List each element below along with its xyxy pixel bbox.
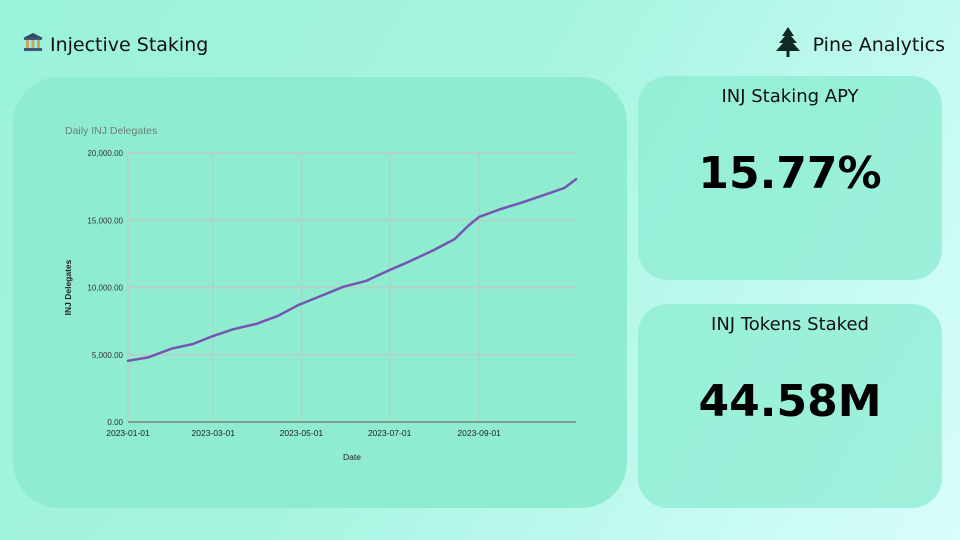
y-tick-label: 10,000.00 bbox=[87, 284, 123, 293]
staked-card: INJ Tokens Staked 44.58M bbox=[638, 304, 942, 508]
chart-card bbox=[13, 77, 627, 508]
staked-value: 44.58M bbox=[698, 376, 882, 427]
series-line bbox=[126, 177, 578, 363]
chart-title: Daily INJ Delegates bbox=[65, 125, 157, 137]
brand-header: Pine Analytics bbox=[773, 26, 945, 63]
bank-icon bbox=[22, 31, 44, 58]
apy-card: INJ Staking APY 15.77% bbox=[638, 76, 942, 280]
y-axis-label: INJ Delegates bbox=[63, 259, 73, 315]
y-tick-label: 20,000.00 bbox=[87, 149, 123, 158]
app-header: Injective Staking bbox=[22, 31, 208, 58]
apy-value: 15.77% bbox=[698, 148, 882, 199]
pine-tree-icon bbox=[773, 26, 803, 63]
x-tick-label: 2023-03-01 bbox=[192, 428, 236, 438]
apy-label: INJ Staking APY bbox=[721, 86, 859, 107]
x-axis-label: Date bbox=[343, 452, 361, 462]
staked-label: INJ Tokens Staked bbox=[711, 314, 869, 335]
page-title: Injective Staking bbox=[50, 33, 209, 56]
x-tick-label: 2023-09-01 bbox=[457, 428, 501, 438]
x-tick-label: 2023-05-01 bbox=[280, 428, 324, 438]
y-tick-label: 0.00 bbox=[107, 418, 123, 427]
delegates-chart: 0.00 5,000.00 10,000.00 15,000.00 20,000.00 2… bbox=[63, 125, 578, 462]
x-tick-label: 2023-01-01 bbox=[106, 428, 150, 438]
y-tick-label: 15,000.00 bbox=[87, 216, 123, 225]
x-tick-label: 2023-07-01 bbox=[368, 428, 412, 438]
brand-name: Pine Analytics bbox=[812, 33, 945, 56]
y-tick-label: 5,000.00 bbox=[92, 351, 124, 360]
